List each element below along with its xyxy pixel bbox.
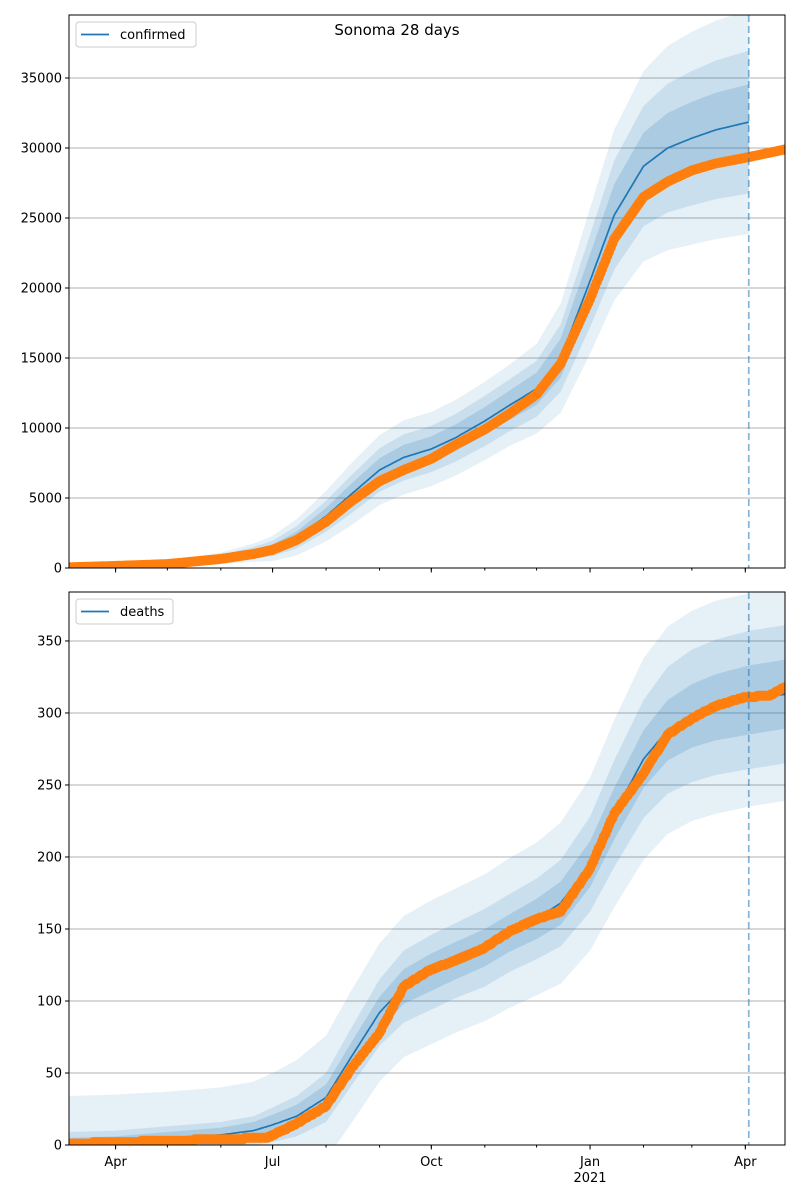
y-tick-label: 25000 [21,212,62,227]
x-tick-label: Apr [104,1155,127,1170]
chart-title: Sonoma 28 days [334,21,459,39]
y-tick-label: 15000 [21,352,62,367]
inner-uncertainty-band [69,84,749,568]
y-tick-label: 300 [37,706,62,721]
y-tick-label: 0 [54,1139,62,1154]
x-tick-year-label: 2021 [573,1171,606,1186]
plot-area [69,15,785,568]
y-tick-label: 100 [37,994,62,1009]
y-tick-label: 50 [45,1066,62,1081]
y-tick-label: 30000 [21,142,62,157]
y-tick-label: 0 [54,562,62,577]
legend: confirmed [75,21,197,48]
legend-label-confirmed: confirmed [120,28,186,43]
x-tick-label: Jan [579,1155,600,1170]
legend: deaths [75,598,174,625]
y-tick-label: 150 [37,922,62,937]
y-tick-label: 250 [37,778,62,793]
observed-point [780,144,785,155]
x-tick-label: Oct [420,1155,442,1170]
y-tick-label: 10000 [21,422,62,437]
y-tick-label: 5000 [29,492,62,507]
legend-label-deaths: deaths [120,605,165,620]
middle-uncertainty-band [69,625,785,1145]
y-tick-label: 350 [37,634,62,649]
plot-area [69,592,785,1145]
legend-box [75,598,174,625]
y-tick-label: 200 [37,850,62,865]
observed-points [69,144,785,568]
legend-box [75,21,197,48]
axes-frame [68,14,786,569]
x-tick-label: Apr [734,1155,757,1170]
x-tick-label: Jul [264,1155,281,1170]
observed-point [780,682,785,692]
y-tick-label: 20000 [21,282,62,297]
confirmed-panel: 0 5000 10000 15000 20000 25000 30000 35000 Sonom… [21,14,786,577]
outer-uncertainty-band [69,592,785,1145]
y-tick-label: 35000 [21,72,62,87]
axes-frame [68,591,786,1146]
outer-uncertainty-band [69,15,749,568]
